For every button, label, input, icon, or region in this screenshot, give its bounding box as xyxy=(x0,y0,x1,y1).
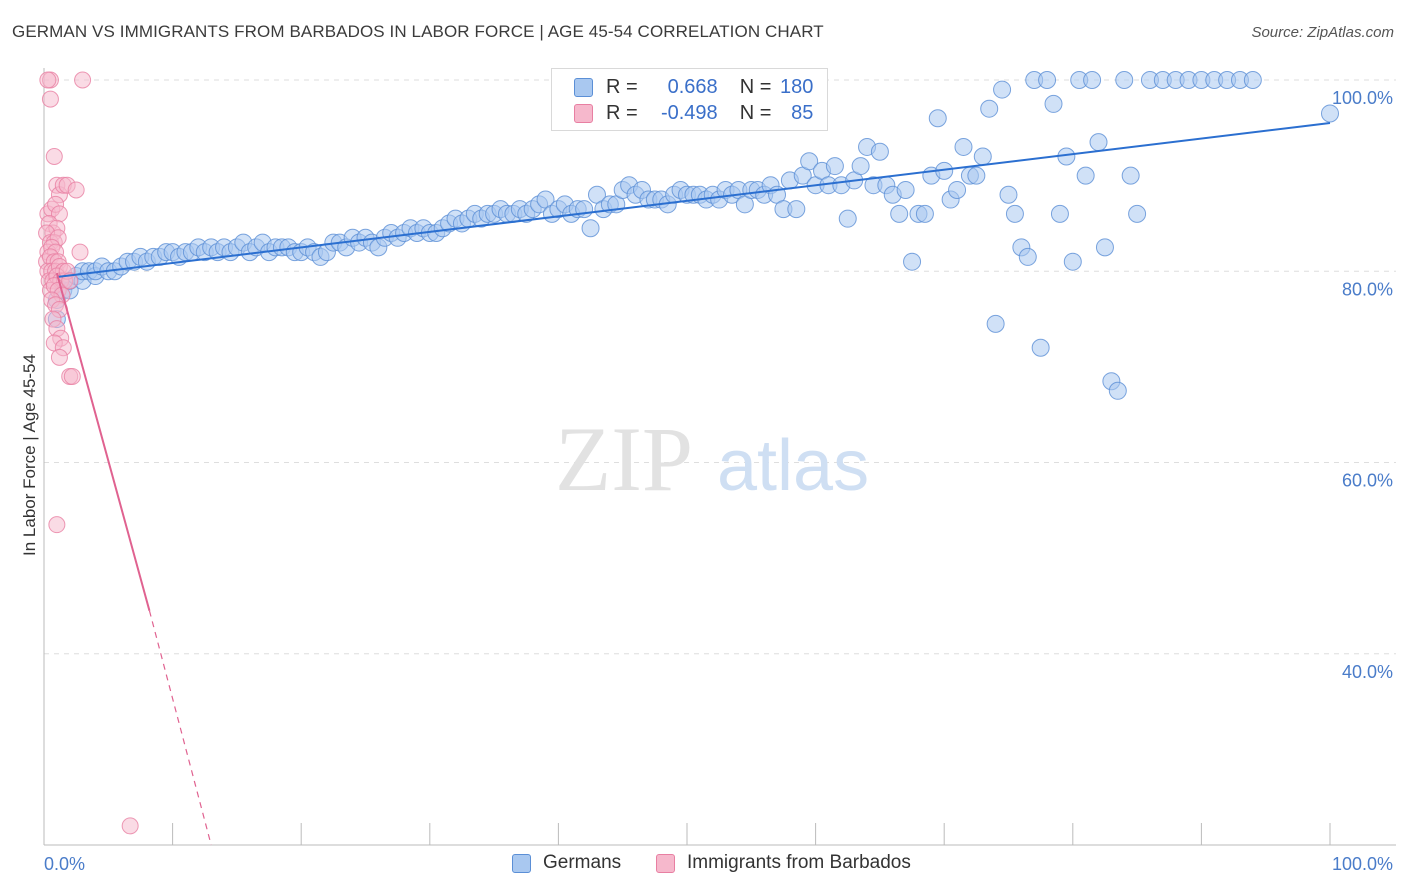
barbados-point xyxy=(45,148,63,165)
barbados-trend-extension xyxy=(148,610,212,846)
germans-point xyxy=(787,200,806,219)
y-tick-labels: 100.0% 80.0% 60.0% 40.0% xyxy=(1332,88,1393,682)
germans-point xyxy=(1115,71,1134,89)
barbados-point xyxy=(48,516,66,534)
barbados-point xyxy=(67,181,85,199)
n-label: N = xyxy=(739,101,772,124)
germans-point xyxy=(851,157,870,176)
germans-point xyxy=(915,204,934,223)
correlation-legend: R = 0.668 N = 180 R = -0.498 N = 85 xyxy=(551,68,828,131)
germans-point xyxy=(1095,238,1114,257)
legend-row-barbados: R = -0.498 N = 85 xyxy=(574,100,813,126)
n-label: N = xyxy=(739,75,772,98)
germans-point xyxy=(1108,381,1127,400)
germans-point xyxy=(948,180,967,199)
germans-swatch xyxy=(574,77,593,97)
germans-point xyxy=(575,200,594,219)
germans-point xyxy=(980,99,999,118)
germans-point xyxy=(1076,166,1095,185)
y-tick-label: 40.0% xyxy=(1342,662,1393,682)
legend-item-barbados: Immigrants from Barbados xyxy=(656,852,911,874)
barbados-swatch xyxy=(656,853,675,873)
germans-point xyxy=(973,147,992,166)
germans-point xyxy=(967,166,986,185)
legend-label-barbados: Immigrants from Barbados xyxy=(687,852,911,873)
watermark-zip: ZIP xyxy=(555,408,693,510)
grid-lines xyxy=(44,79,1396,655)
germans-point xyxy=(1063,252,1082,271)
series-barbados xyxy=(38,71,139,835)
germans-point xyxy=(1243,71,1262,89)
x-tick-label: 0.0% xyxy=(44,854,85,874)
germans-point xyxy=(928,109,947,128)
axes xyxy=(43,68,1396,846)
source-label: Source: ZipAtlas.com xyxy=(1251,24,1394,41)
germans-point xyxy=(1083,71,1102,89)
y-tick-label: 60.0% xyxy=(1342,471,1393,491)
barbados-point xyxy=(39,71,57,89)
r-label: R = xyxy=(606,75,638,98)
barbados-point xyxy=(121,817,139,835)
germans-point xyxy=(838,209,857,228)
germans-point xyxy=(999,185,1018,204)
r-label: R = xyxy=(606,101,638,124)
barbados-point xyxy=(41,90,59,108)
barbados-swatch xyxy=(574,103,593,123)
germans-trend-line xyxy=(56,122,1331,278)
y-tick-label: 80.0% xyxy=(1342,279,1393,299)
germans-swatch xyxy=(512,853,531,873)
germans-point xyxy=(1038,71,1057,89)
germans-point xyxy=(1018,247,1037,266)
n-value: 85 xyxy=(791,101,814,124)
germans-point xyxy=(986,314,1005,333)
germans-point xyxy=(993,80,1012,99)
germans-point xyxy=(1031,338,1050,357)
x-tick-labels: 0.0% 100.0% xyxy=(44,854,1393,874)
series-legend: Germans Immigrants from Barbados xyxy=(0,852,1406,876)
watermark-atlas: atlas xyxy=(717,426,869,506)
trend-lines xyxy=(55,122,1331,846)
germans-point xyxy=(890,204,909,223)
barbados-point xyxy=(50,348,68,366)
germans-point xyxy=(825,157,844,176)
germans-point xyxy=(954,137,973,156)
n-value: 180 xyxy=(780,75,814,98)
germans-point xyxy=(800,152,819,171)
germans-point xyxy=(903,252,922,271)
barbados-point xyxy=(71,243,89,261)
barbados-trend-line xyxy=(55,272,151,611)
y-axis-label: In Labor Force | Age 45-54 xyxy=(20,354,39,556)
germans-point xyxy=(1321,104,1339,123)
germans-point xyxy=(1005,204,1024,223)
barbados-point xyxy=(74,71,92,89)
germans-point xyxy=(1121,166,1140,185)
germans-point xyxy=(1050,204,1069,223)
x-tick-label: 100.0% xyxy=(1332,854,1393,874)
germans-point xyxy=(1128,204,1147,223)
legend-label-germans: Germans xyxy=(543,852,622,873)
germans-point xyxy=(870,142,889,161)
barbados-point xyxy=(63,367,81,385)
germans-point xyxy=(581,219,600,238)
r-value: 0.668 xyxy=(667,75,718,98)
legend-row-germans: R = 0.668 N = 180 xyxy=(574,74,813,100)
germans-point xyxy=(1044,94,1063,113)
watermark: ZIP atlas xyxy=(555,408,869,510)
y-tick-label: 100.0% xyxy=(1332,88,1393,108)
chart-title: GERMAN VS IMMIGRANTS FROM BARBADOS IN LA… xyxy=(12,22,824,41)
germans-point xyxy=(1089,133,1108,152)
r-value: -0.498 xyxy=(660,101,718,124)
germans-point xyxy=(896,180,915,199)
legend-item-germans: Germans xyxy=(512,852,621,874)
